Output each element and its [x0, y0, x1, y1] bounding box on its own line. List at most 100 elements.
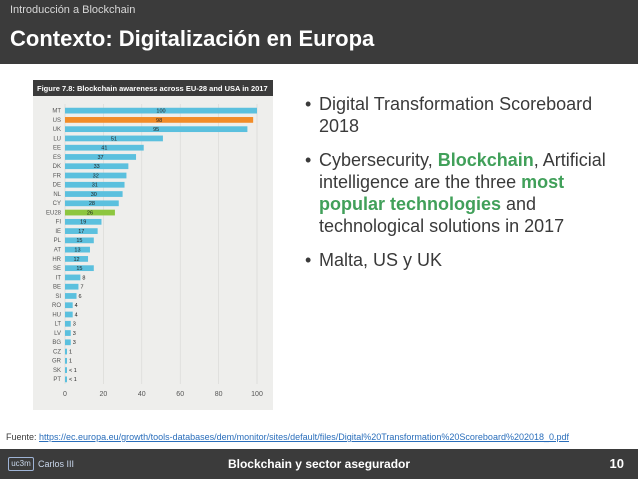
data-label: 4	[75, 312, 78, 318]
data-label: 15	[76, 266, 82, 272]
data-label: 17	[78, 229, 84, 235]
category-label: FI	[56, 220, 62, 226]
logo-text: Carlos III	[38, 459, 75, 469]
category-label: SE	[53, 266, 61, 272]
bar	[65, 283, 79, 290]
data-label: 12	[73, 257, 79, 263]
bullet-list: Digital Transformation Scoreboard 2018 C…	[305, 93, 620, 283]
data-label: < 1	[69, 368, 77, 374]
bullet-text: Cybersecurity,	[319, 150, 438, 170]
university-logo: uc3m Carlos III	[8, 455, 74, 473]
bar	[65, 228, 98, 234]
category-label: ES	[53, 155, 61, 161]
bar	[65, 200, 119, 207]
bar	[65, 348, 67, 355]
bar	[65, 357, 67, 364]
data-label: 3	[73, 322, 76, 328]
category-label: BE	[53, 285, 61, 291]
data-label: 98	[156, 118, 162, 124]
category-label: CZ	[53, 349, 61, 355]
bar	[65, 126, 248, 133]
bar	[65, 246, 90, 253]
category-label: AT	[54, 248, 62, 254]
bar	[65, 117, 254, 123]
bar	[65, 320, 71, 327]
category-label: EU28	[46, 210, 62, 216]
data-label: 26	[87, 210, 93, 216]
category-label: SK	[53, 368, 61, 374]
category-label: LT	[54, 322, 61, 328]
data-label: 30	[91, 192, 97, 198]
bullet-text: and technological solutions in 2017	[319, 194, 565, 236]
bullet-text: Digital Transformation Scoreboard 2018	[319, 94, 593, 136]
blockchain-awareness-chart: Figure 7.8: Blockchain awareness across …	[33, 80, 273, 398]
category-label: DK	[53, 164, 61, 170]
category-label: US	[53, 118, 61, 124]
data-label: 32	[93, 173, 99, 179]
bar	[65, 339, 71, 346]
category-label: FR	[53, 173, 62, 179]
bar	[65, 237, 94, 244]
bar	[65, 107, 257, 114]
data-label: 1	[69, 349, 72, 355]
bullet-item-technologies: Cybersecurity, Blockchain, Artificial in…	[305, 149, 620, 237]
data-label: 3	[73, 340, 76, 346]
category-label: LV	[54, 331, 61, 337]
source-note: Fuente: https://ec.europa.eu/growth/tool…	[6, 432, 569, 442]
data-label: 6	[79, 294, 82, 300]
x-tick-label: 60	[176, 391, 184, 398]
data-label: 41	[101, 146, 107, 152]
bar	[65, 135, 163, 142]
category-label: HR	[52, 257, 61, 263]
category-label: UK	[53, 127, 61, 133]
section-kicker: Introducción a Blockchain	[10, 4, 136, 16]
data-label: 4	[75, 303, 78, 309]
data-label: 37	[97, 155, 103, 161]
bar	[65, 209, 115, 216]
data-label: 1	[69, 359, 72, 365]
data-label: 33	[94, 164, 100, 170]
data-label: 95	[153, 127, 159, 133]
data-label: 13	[74, 248, 80, 254]
page-number: 10	[609, 456, 624, 471]
logo-mark: uc3m	[8, 457, 34, 471]
bar	[65, 265, 94, 272]
bar	[65, 191, 123, 197]
bar	[65, 218, 102, 225]
data-label: 15	[76, 238, 82, 244]
bullet-item-scoreboard: Digital Transformation Scoreboard 2018	[305, 93, 620, 137]
slide-header: Introducción a Blockchain Contexto: Digi…	[0, 0, 638, 64]
data-label: 100	[156, 109, 165, 115]
category-label: DE	[53, 183, 61, 189]
category-label: EE	[53, 146, 61, 152]
bar	[65, 376, 67, 383]
bar	[65, 330, 71, 336]
bar	[65, 144, 144, 151]
footer-title: Blockchain y sector asegurador	[227, 457, 411, 471]
category-label: GR	[52, 359, 62, 365]
x-tick-label: 80	[215, 391, 223, 398]
category-label: CY	[53, 201, 61, 207]
chart-title-bar	[33, 80, 273, 96]
x-tick-label: 40	[138, 391, 146, 398]
slide-footer: uc3m Carlos III Blockchain y sector aseg…	[0, 449, 638, 479]
highlight-blockchain: Blockchain	[437, 150, 534, 170]
category-label: MT	[52, 109, 61, 115]
data-label: < 1	[69, 377, 77, 383]
category-label: NL	[53, 192, 61, 198]
category-label: PT	[53, 377, 61, 383]
bar	[65, 172, 127, 179]
category-label: RO	[52, 303, 61, 309]
bullet-item-countries: Malta, US y UK	[305, 249, 620, 271]
category-label: LU	[53, 136, 61, 142]
category-label: IT	[56, 275, 62, 281]
highlight-most-popular: most popular technologies	[319, 172, 565, 214]
data-label: 28	[89, 201, 95, 207]
x-tick-label: 20	[100, 391, 108, 398]
source-link[interactable]: https://ec.europa.eu/growth/tools-databa…	[39, 432, 570, 442]
data-label: 8	[82, 275, 85, 281]
data-label: 7	[80, 285, 83, 291]
x-tick-label: 0	[63, 391, 67, 398]
bar	[65, 293, 77, 299]
bar	[65, 367, 67, 373]
